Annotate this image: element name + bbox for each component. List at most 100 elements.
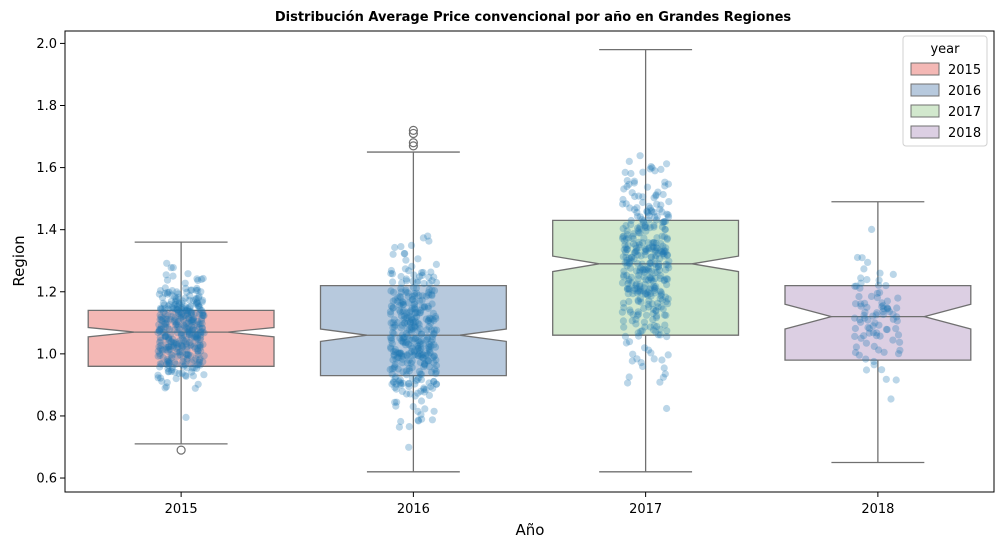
strip-point [663, 333, 671, 341]
strip-point [425, 316, 433, 324]
strip-point [391, 296, 399, 304]
strip-point [415, 273, 424, 281]
strip-point [431, 312, 440, 321]
strip-point [164, 358, 172, 366]
strip-point [633, 289, 642, 297]
strip-point [432, 278, 441, 287]
strip-point [165, 343, 173, 351]
strip-point [892, 325, 900, 333]
strip-point [872, 332, 881, 340]
strip-point [415, 320, 423, 328]
strip-point [619, 195, 627, 204]
strip-point [402, 367, 411, 375]
strip-point [416, 358, 424, 366]
strip-point [647, 276, 655, 284]
strip-point [878, 303, 886, 311]
strip-point [647, 349, 655, 357]
strip-point [408, 344, 416, 352]
strip-point [417, 337, 425, 345]
strip-point [634, 329, 642, 337]
strip-point [402, 288, 410, 296]
strip-point [398, 359, 406, 367]
strip-point [174, 343, 182, 351]
strip-point [410, 304, 418, 313]
strip-point [411, 309, 419, 317]
strip-point [430, 352, 438, 360]
outlier-2016-2 [408, 128, 418, 139]
strip-point [182, 372, 190, 380]
strip-point [403, 371, 411, 379]
strip-point [198, 328, 207, 336]
strip-point [660, 218, 668, 226]
strip-point [196, 342, 204, 350]
strip-point [406, 308, 414, 316]
strip-point [402, 314, 410, 322]
strip-point [655, 260, 663, 268]
strip-point [180, 321, 188, 329]
strip-point [661, 321, 669, 329]
legend-label-2017: 2017 [948, 105, 981, 120]
strip-point [394, 365, 402, 373]
strip-point [156, 363, 164, 371]
strip-point [619, 317, 628, 325]
strip-point [636, 288, 644, 296]
legend-swatch-2015 [910, 62, 940, 76]
strip-point [168, 291, 176, 299]
strip-point [157, 305, 165, 313]
strip-point [630, 179, 638, 187]
strip-point [178, 309, 186, 318]
strip-point [193, 361, 201, 369]
strip-point [417, 397, 426, 405]
strip-point [648, 300, 656, 308]
strip-point [193, 345, 202, 353]
strip-point [414, 352, 422, 360]
strip-point [183, 288, 191, 296]
strip-point [629, 290, 637, 298]
strip-point [175, 301, 183, 309]
strip-point [654, 263, 663, 271]
strip-point [161, 323, 169, 331]
strip-point [894, 331, 903, 339]
strip-point [414, 319, 422, 327]
plot-area [87, 48, 972, 473]
strip-point [392, 348, 400, 356]
strip-point [405, 267, 413, 275]
strip-point [418, 296, 426, 304]
strip-point [626, 306, 634, 314]
strip-point [857, 334, 865, 342]
strip-point [876, 269, 884, 277]
strip-point [428, 277, 436, 285]
strip-points [154, 152, 904, 451]
strip-point [178, 304, 186, 312]
strip-point [411, 380, 419, 388]
strip-point [851, 332, 859, 340]
strip-point [403, 332, 412, 340]
strip-point [415, 292, 423, 300]
strip-point [622, 235, 631, 243]
strip-point [621, 241, 629, 249]
strip-point [162, 332, 170, 341]
strip-point [660, 218, 668, 226]
strip-point [625, 338, 634, 346]
strip-point [408, 357, 416, 365]
strip-point [635, 310, 643, 318]
strip-point [160, 308, 168, 316]
strip-point [172, 300, 180, 308]
strip-point [165, 336, 173, 344]
legend-swatch-2018 [910, 125, 940, 139]
strip-point [646, 290, 655, 298]
strip-point [163, 315, 171, 323]
strip-point [405, 312, 413, 320]
strip-point [656, 378, 664, 386]
strip-point [164, 333, 173, 341]
strip-point [636, 268, 644, 276]
strip-point [643, 207, 651, 215]
strip-point [174, 293, 182, 301]
strip-point [417, 376, 425, 384]
strip-point [644, 209, 652, 217]
strip-point [432, 380, 440, 388]
strip-point [408, 374, 416, 382]
strip-point [645, 285, 654, 293]
strip-point [193, 321, 201, 329]
strip-point [388, 334, 396, 342]
